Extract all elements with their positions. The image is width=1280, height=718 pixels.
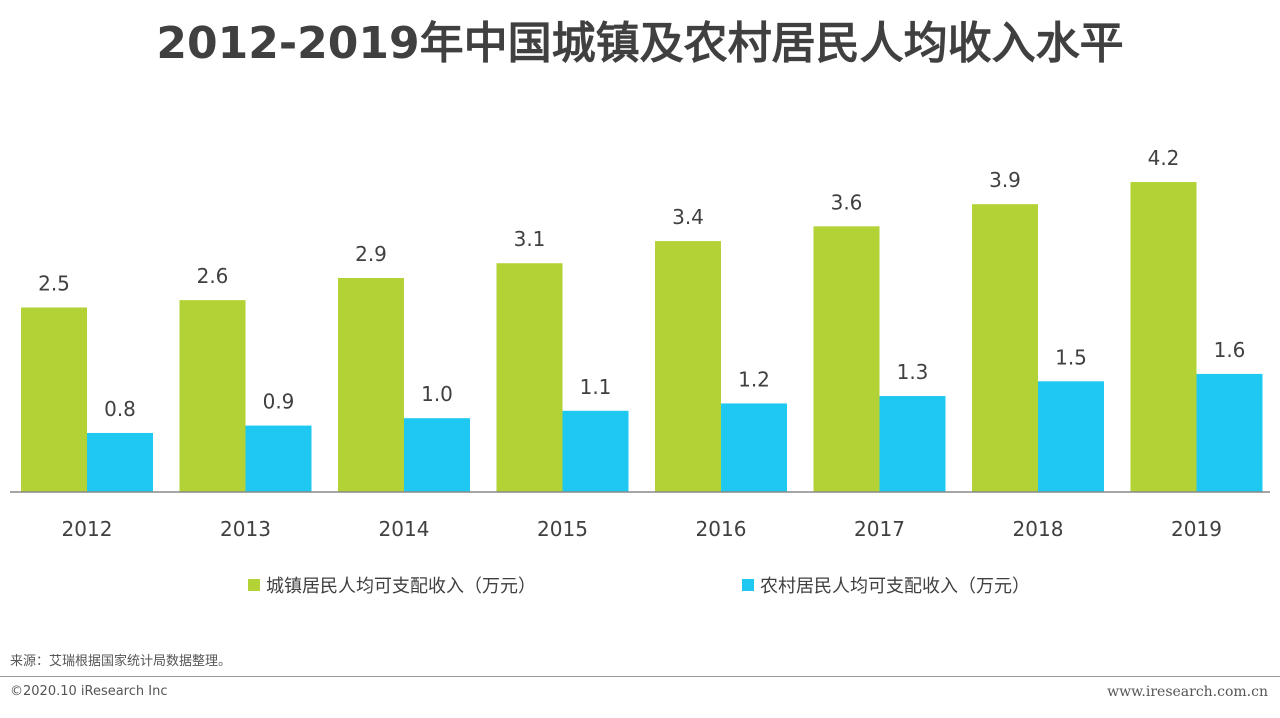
x-tick-labels: 2012 2013 2014 2015 2016 2017 2018 2019 xyxy=(62,517,1222,541)
website-link[interactable]: www.iresearch.com.cn xyxy=(1107,684,1268,700)
value-label-urban-2019: 4.2 xyxy=(1148,146,1180,170)
value-label-urban-2013: 2.6 xyxy=(197,264,229,288)
value-label-rural-2013: 0.9 xyxy=(263,390,295,414)
legend-item-rural: 农村居民人均可支配收入（万元） xyxy=(742,572,1030,598)
bar-urban-2014 xyxy=(338,277,404,492)
value-label-urban-2017: 3.6 xyxy=(831,190,863,214)
legend-label-rural: 农村居民人均可支配收入（万元） xyxy=(760,576,1030,597)
value-label-urban-2016: 3.4 xyxy=(672,205,704,229)
value-label-rural-2016: 1.2 xyxy=(738,367,770,391)
bars-layer xyxy=(21,182,1263,493)
x-tick-label-2019: 2019 xyxy=(1171,517,1222,541)
bar-rural-2014 xyxy=(404,418,470,492)
bar-rural-2017 xyxy=(879,396,946,492)
x-tick-label-2018: 2018 xyxy=(1013,517,1064,541)
bar-urban-2015 xyxy=(496,263,563,492)
bar-urban-2016 xyxy=(655,241,721,492)
bar-rural-2018 xyxy=(1038,381,1104,492)
legend-swatch-urban xyxy=(248,579,260,591)
chart-title: 2012-2019年中国城镇及农村居民人均收入水平 xyxy=(156,18,1124,69)
bar-rural-2013 xyxy=(245,425,312,492)
x-tick-label-2016: 2016 xyxy=(696,517,747,541)
x-tick-label-2012: 2012 xyxy=(62,517,113,541)
footer-divider xyxy=(0,676,1280,677)
legend-label-urban: 城镇居民人均可支配收入（万元） xyxy=(266,576,536,597)
x-tick-label-2017: 2017 xyxy=(854,517,905,541)
value-label-urban-2014: 2.9 xyxy=(355,242,387,266)
bar-urban-2013 xyxy=(179,300,246,492)
bar-urban-2019 xyxy=(1130,182,1197,493)
value-label-rural-2018: 1.5 xyxy=(1055,345,1087,369)
copyright-text: ©2020.10 iResearch Inc xyxy=(10,684,168,699)
legend: 城镇居民人均可支配收入（万元） 农村居民人均可支配收入（万元） xyxy=(0,572,1280,600)
value-label-urban-2012: 2.5 xyxy=(38,272,70,296)
x-tick-label-2014: 2014 xyxy=(379,517,430,541)
bar-rural-2016 xyxy=(721,403,787,492)
source-note: 来源：艾瑞根据国家统计局数据整理。 xyxy=(10,654,232,669)
value-label-rural-2012: 0.8 xyxy=(104,397,136,421)
value-label-rural-2017: 1.3 xyxy=(897,360,929,384)
value-label-urban-2015: 3.1 xyxy=(514,227,546,251)
x-tick-label-2013: 2013 xyxy=(220,517,271,541)
value-label-rural-2015: 1.1 xyxy=(580,375,612,399)
x-tick-label-2015: 2015 xyxy=(537,517,588,541)
bar-urban-2012 xyxy=(21,307,87,492)
value-label-urban-2018: 3.9 xyxy=(989,168,1021,192)
legend-item-urban: 城镇居民人均可支配收入（万元） xyxy=(248,572,536,598)
bar-urban-2017 xyxy=(813,226,880,492)
bar-rural-2015 xyxy=(562,410,629,492)
bar-rural-2012 xyxy=(87,432,153,492)
value-labels-layer: 2.5 0.8 2.6 0.9 2.9 1.0 3.1 1.1 3.4 1.2 3.6 1.3 3.9 1… xyxy=(38,146,1245,421)
value-label-rural-2014: 1.0 xyxy=(421,382,453,406)
bar-rural-2019 xyxy=(1196,373,1263,492)
value-label-rural-2019: 1.6 xyxy=(1214,338,1246,362)
bar-urban-2018 xyxy=(972,204,1038,492)
legend-swatch-rural xyxy=(742,579,754,591)
bar-chart: 2.5 0.8 2.6 0.9 2.9 1.0 3.1 1.1 3.4 1.2 3.6 1.3 3.9 1… xyxy=(10,146,1270,541)
